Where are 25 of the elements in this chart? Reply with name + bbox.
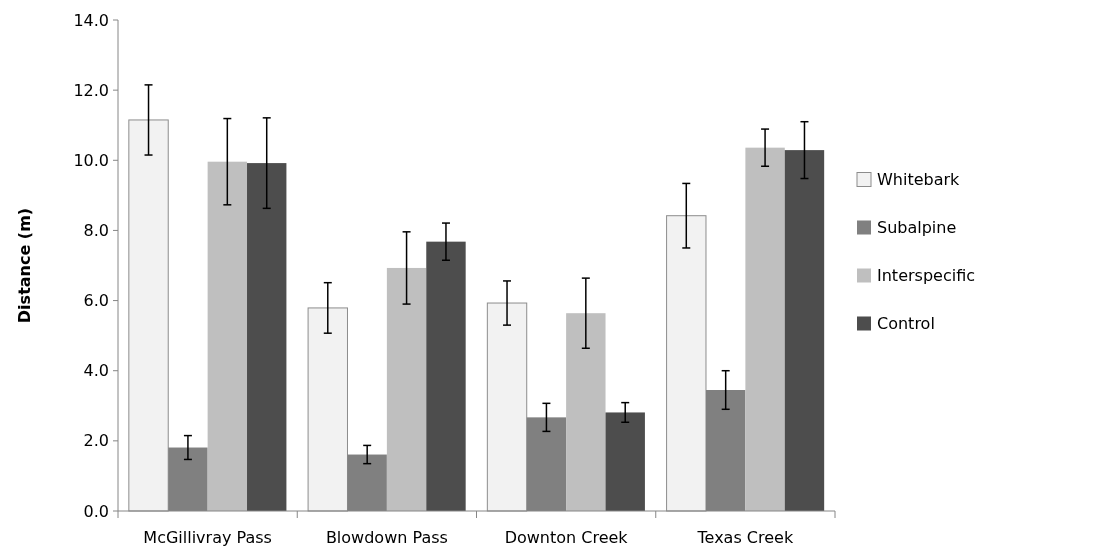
bar [605,412,645,511]
legend-label: Whitebark [877,170,961,190]
x-tick-label: McGillivray Pass [143,528,272,547]
y-tick-label: 2.0 [83,431,109,451]
y-tick-label: 12.0 [73,80,109,100]
y-axis-title: Distance (m) [15,207,34,324]
x-tick-label: Downton Creek [504,528,629,547]
bar [247,163,287,511]
legend-label: Subalpine [877,218,957,238]
legend-label: Interspecific [877,266,976,286]
bar [207,161,248,511]
legend-label: Control [877,314,935,334]
y-tick-label: 8.0 [83,221,109,241]
bar [426,241,466,511]
bar [566,313,606,511]
y-tick-label: 6.0 [83,291,109,311]
x-tick-label: Texas Creek [696,528,794,547]
y-tick-label: 10.0 [73,150,109,170]
y-tick-label: 4.0 [83,361,109,381]
y-tick-label: 0.0 [83,501,109,521]
bar [784,150,825,511]
bar [386,267,427,511]
x-tick-label: Blowdown Pass [325,528,448,547]
bar [745,147,785,511]
y-tick-label: 14.0 [73,10,109,30]
